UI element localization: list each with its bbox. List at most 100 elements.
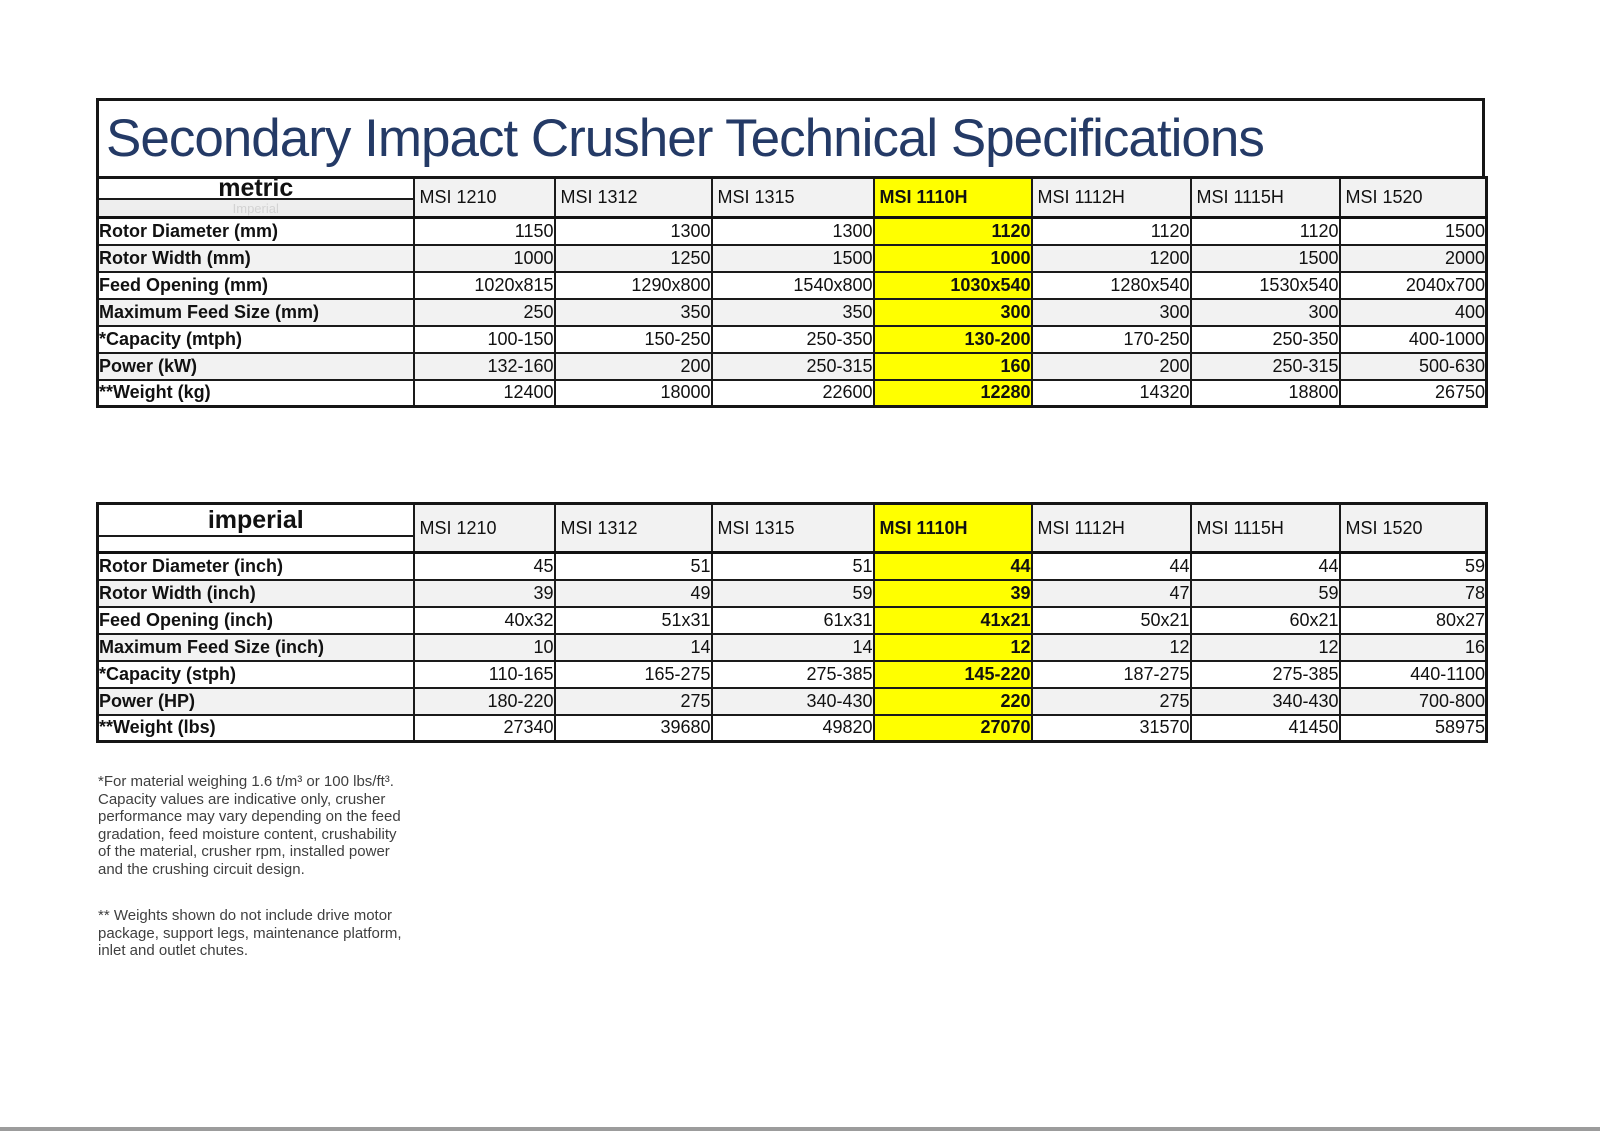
page-title: Secondary Impact Crusher Technical Speci…: [106, 109, 1265, 168]
spec-value: 51: [553, 551, 713, 581]
spec-value: 250-315: [1189, 351, 1341, 381]
spec-value: 275: [1030, 686, 1192, 716]
spec-value: 59: [710, 578, 875, 608]
spec-value: 39: [412, 578, 556, 608]
spec-value: 12: [1189, 632, 1341, 662]
spec-value: 1250: [553, 243, 713, 273]
spec-row: Rotor Width (mm) 1000 1250 1500 1000 1200 1500…: [96, 243, 1488, 273]
unit-label-metric: metric: [99, 174, 413, 202]
spec-row: Maximum Feed Size (inch) 10 14 14 12 12 12 16: [96, 632, 1488, 662]
spec-row: Power (kW) 132-160 200 250-315 160 200 250-315…: [96, 351, 1488, 381]
spec-row-label: Rotor Width (inch): [96, 578, 415, 608]
page-bottom-scan-edge: [0, 1127, 1600, 1131]
spec-value: 1120: [872, 216, 1033, 246]
model-header-msi-1315: MSI 1315: [710, 502, 875, 554]
spec-value: 1150: [412, 216, 556, 246]
spec-row-label: Rotor Width (mm): [96, 243, 415, 273]
spec-row: Rotor Width (inch) 39 49 59 39 47 59 78: [96, 578, 1488, 608]
spec-row-label: Maximum Feed Size (mm): [96, 297, 415, 327]
spec-value: 145-220: [872, 659, 1033, 689]
spec-value: 200: [1030, 351, 1192, 381]
spec-value: 300: [1030, 297, 1192, 327]
spec-value: 47: [1030, 578, 1192, 608]
spec-value: 49820: [710, 713, 875, 743]
spec-value: 187-275: [1030, 659, 1192, 689]
spec-value: 44: [1030, 551, 1192, 581]
model-header-msi-1110h: MSI 1110H: [872, 502, 1033, 554]
imperial-corner-cell: imperial: [96, 502, 415, 554]
spec-value: 180-220: [412, 686, 556, 716]
metric-corner-cell: metric Imperial: [96, 174, 415, 219]
spec-value: 1120: [1189, 216, 1341, 246]
spec-row-label: Power (HP): [96, 686, 415, 716]
spec-row-label: Rotor Diameter (inch): [96, 551, 415, 581]
spec-value: 350: [710, 297, 875, 327]
footnote-capacity: *For material weighing 1.6 t/m³ or 100 l…: [98, 773, 401, 878]
spec-value: 1020x815: [412, 270, 556, 300]
spec-value: 12: [872, 632, 1033, 662]
spec-value: 80x27: [1338, 605, 1488, 635]
model-header-msi-1520: MSI 1520: [1338, 502, 1488, 554]
model-header-msi-1315: MSI 1315: [710, 176, 875, 219]
spec-row-label: *Capacity (stph): [96, 659, 415, 689]
spec-row-label: Feed Opening (mm): [96, 270, 415, 300]
spec-value: 51x31: [553, 605, 713, 635]
spec-value: 500-630: [1338, 351, 1488, 381]
metric-spec-table: metric Imperial MSI 1210 MSI 1312 MSI 1315…: [96, 174, 1488, 408]
spec-value: 49: [553, 578, 713, 608]
spec-value: 1500: [1189, 243, 1341, 273]
spec-value: 1000: [412, 243, 556, 273]
ghost-unit-label: Imperial: [99, 200, 413, 216]
spec-value: 150-250: [553, 324, 713, 354]
spec-value: 1120: [1030, 216, 1192, 246]
spec-row-label: *Capacity (mtph): [96, 324, 415, 354]
spec-value: 14: [710, 632, 875, 662]
spec-value: 250: [412, 297, 556, 327]
spec-value: 340-430: [1189, 686, 1341, 716]
spec-row: **Weight (lbs) 27340 39680 49820 27070 31570 4…: [96, 713, 1488, 743]
spec-value: 275-385: [1189, 659, 1341, 689]
spec-value: 39680: [553, 713, 713, 743]
spec-value: 1500: [710, 243, 875, 273]
spec-row: **Weight (kg) 12400 18000 22600 12280 14320 18…: [96, 378, 1488, 408]
spec-value: 45: [412, 551, 556, 581]
spec-value: 10: [412, 632, 556, 662]
spec-value: 31570: [1030, 713, 1192, 743]
spec-row-label: Feed Opening (inch): [96, 605, 415, 635]
spec-row: Rotor Diameter (mm) 1150 1300 1300 1120 1120 1…: [96, 216, 1488, 246]
spec-value: 50x21: [1030, 605, 1192, 635]
spec-value: 300: [872, 297, 1033, 327]
spec-value: 41450: [1189, 713, 1341, 743]
spec-value: 18800: [1189, 378, 1341, 408]
spec-value: 350: [553, 297, 713, 327]
spec-value: 700-800: [1338, 686, 1488, 716]
spec-value: 400: [1338, 297, 1488, 327]
spec-value: 27070: [872, 713, 1033, 743]
spec-row: Power (HP) 180-220 275 340-430 220 275 340-430…: [96, 686, 1488, 716]
model-header-msi-1210: MSI 1210: [412, 176, 556, 219]
spec-value: 1030x540: [872, 270, 1033, 300]
imperial-header-row: imperial MSI 1210 MSI 1312 MSI 1315 MSI 111…: [96, 502, 1488, 554]
spec-value: 160: [872, 351, 1033, 381]
spec-value: 1540x800: [710, 270, 875, 300]
model-header-msi-1115h: MSI 1115H: [1189, 502, 1341, 554]
spec-value: 12280: [872, 378, 1033, 408]
document-title-box: Secondary Impact Crusher Technical Speci…: [96, 98, 1485, 176]
spec-value: 44: [872, 551, 1033, 581]
spec-value: 440-1100: [1338, 659, 1488, 689]
spec-value: 1300: [553, 216, 713, 246]
spec-value: 250-350: [710, 324, 875, 354]
model-header-msi-1210: MSI 1210: [412, 502, 556, 554]
spec-value: 170-250: [1030, 324, 1192, 354]
spec-value: 110-165: [412, 659, 556, 689]
spec-value: 1200: [1030, 243, 1192, 273]
spec-value: 14: [553, 632, 713, 662]
spec-value: 132-160: [412, 351, 556, 381]
spec-value: 250-350: [1189, 324, 1341, 354]
spec-value: 2000: [1338, 243, 1488, 273]
spec-value: 60x21: [1189, 605, 1341, 635]
model-header-msi-1312: MSI 1312: [553, 502, 713, 554]
spec-value: 275-385: [710, 659, 875, 689]
spec-row: *Capacity (stph) 110-165 165-275 275-385 145…: [96, 659, 1488, 689]
imperial-spec-table: imperial MSI 1210 MSI 1312 MSI 1315 MSI 111…: [96, 502, 1488, 743]
